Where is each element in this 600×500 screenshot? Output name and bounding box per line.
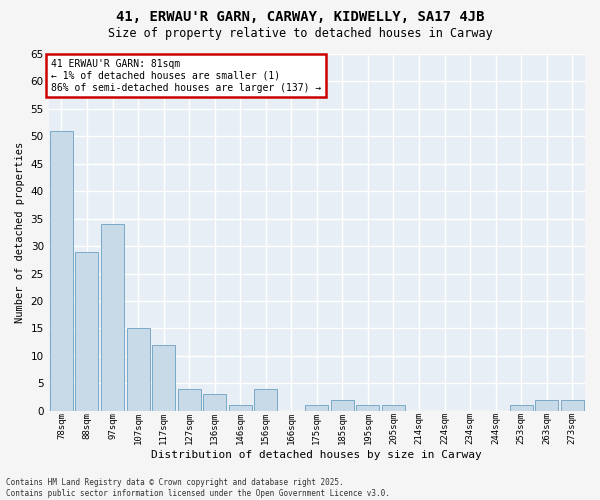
Text: 41, ERWAU'R GARN, CARWAY, KIDWELLY, SA17 4JB: 41, ERWAU'R GARN, CARWAY, KIDWELLY, SA17… bbox=[116, 10, 484, 24]
Text: Contains HM Land Registry data © Crown copyright and database right 2025.
Contai: Contains HM Land Registry data © Crown c… bbox=[6, 478, 390, 498]
Bar bbox=[203, 394, 226, 411]
Text: 41 ERWAU'R GARN: 81sqm
← 1% of detached houses are smaller (1)
86% of semi-detac: 41 ERWAU'R GARN: 81sqm ← 1% of detached … bbox=[52, 60, 322, 92]
Bar bbox=[254, 389, 277, 411]
Bar bbox=[178, 389, 200, 411]
X-axis label: Distribution of detached houses by size in Carway: Distribution of detached houses by size … bbox=[151, 450, 482, 460]
Bar bbox=[101, 224, 124, 411]
Bar bbox=[561, 400, 584, 411]
Bar bbox=[127, 328, 149, 411]
Text: Size of property relative to detached houses in Carway: Size of property relative to detached ho… bbox=[107, 28, 493, 40]
Bar bbox=[356, 406, 379, 411]
Bar bbox=[229, 406, 252, 411]
Bar bbox=[331, 400, 354, 411]
Bar bbox=[50, 131, 73, 411]
Bar bbox=[535, 400, 558, 411]
Bar bbox=[509, 406, 533, 411]
Bar bbox=[152, 345, 175, 411]
Y-axis label: Number of detached properties: Number of detached properties bbox=[15, 142, 25, 323]
Bar bbox=[382, 406, 405, 411]
Bar bbox=[305, 406, 328, 411]
Bar bbox=[76, 252, 98, 411]
